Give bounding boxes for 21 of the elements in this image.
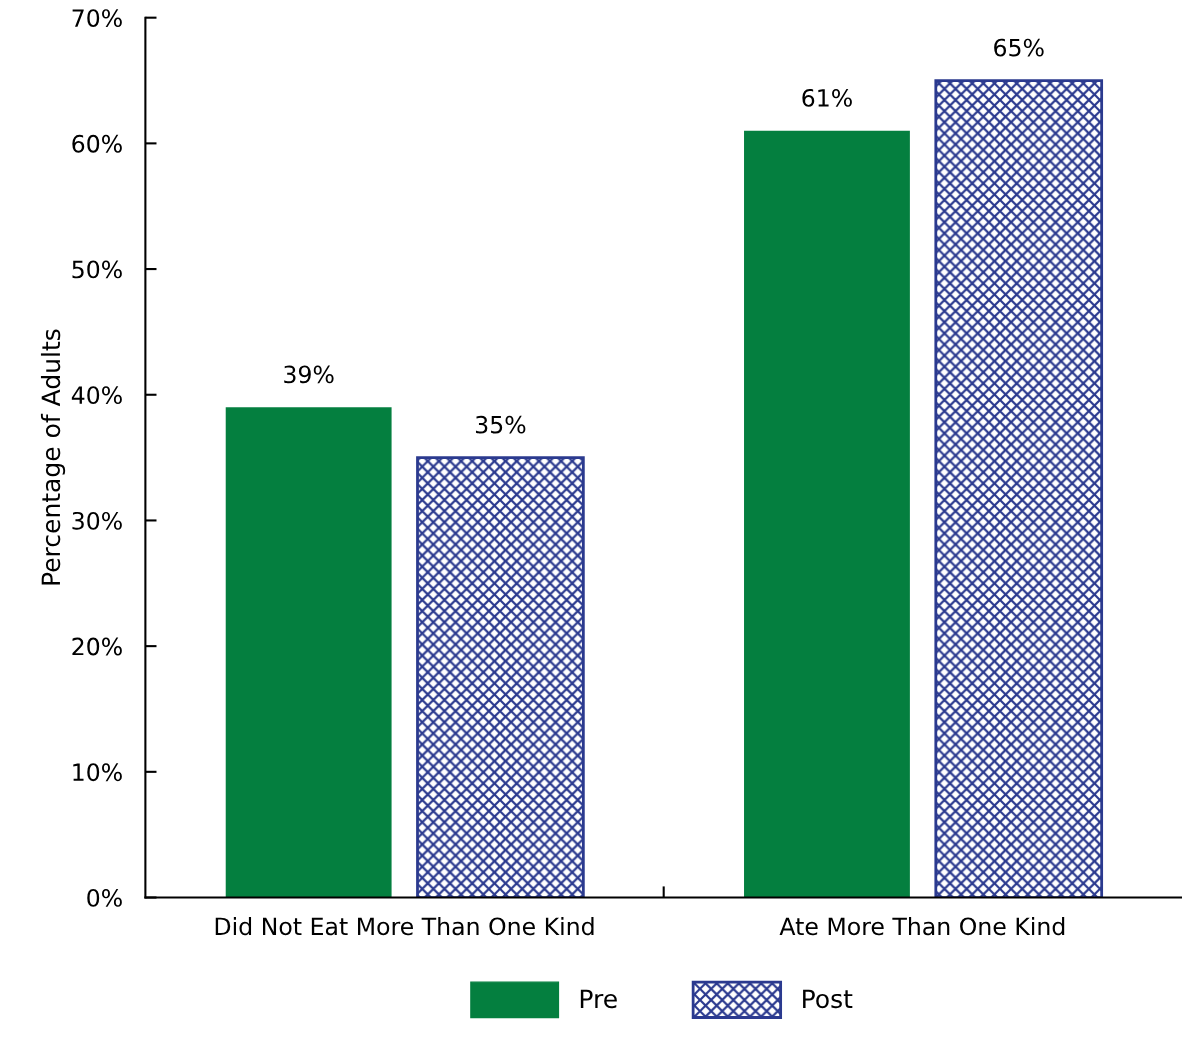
y-tick-label: 60% <box>72 134 122 153</box>
text: 65% <box>994 38 1044 57</box>
bar <box>934 79 1104 898</box>
y-tick-label: 50% <box>72 260 122 279</box>
y-tick-label: 70% <box>72 9 122 27</box>
y-axis-title: Percentage of Adults <box>40 329 66 585</box>
text: 61% <box>802 88 852 107</box>
text: 39% <box>284 365 334 384</box>
y-tick-label: 20% <box>72 637 122 656</box>
legend-label: Post <box>803 989 853 1009</box>
y-tick-label: 30% <box>72 511 122 530</box>
y-tick-label: 0% <box>87 888 122 907</box>
legend-label: Pre <box>580 989 617 1009</box>
bar <box>225 407 392 898</box>
text: 35% <box>475 415 526 434</box>
y-tick-label: 40% <box>71 386 122 405</box>
y-tick-label: 10% <box>73 763 122 782</box>
bar <box>744 130 910 898</box>
x-tick-label: Did Not Eat More Than One Kind <box>215 916 594 936</box>
bar <box>416 456 585 898</box>
x-tick-label: Ate More Than One Kind <box>779 916 1065 936</box>
